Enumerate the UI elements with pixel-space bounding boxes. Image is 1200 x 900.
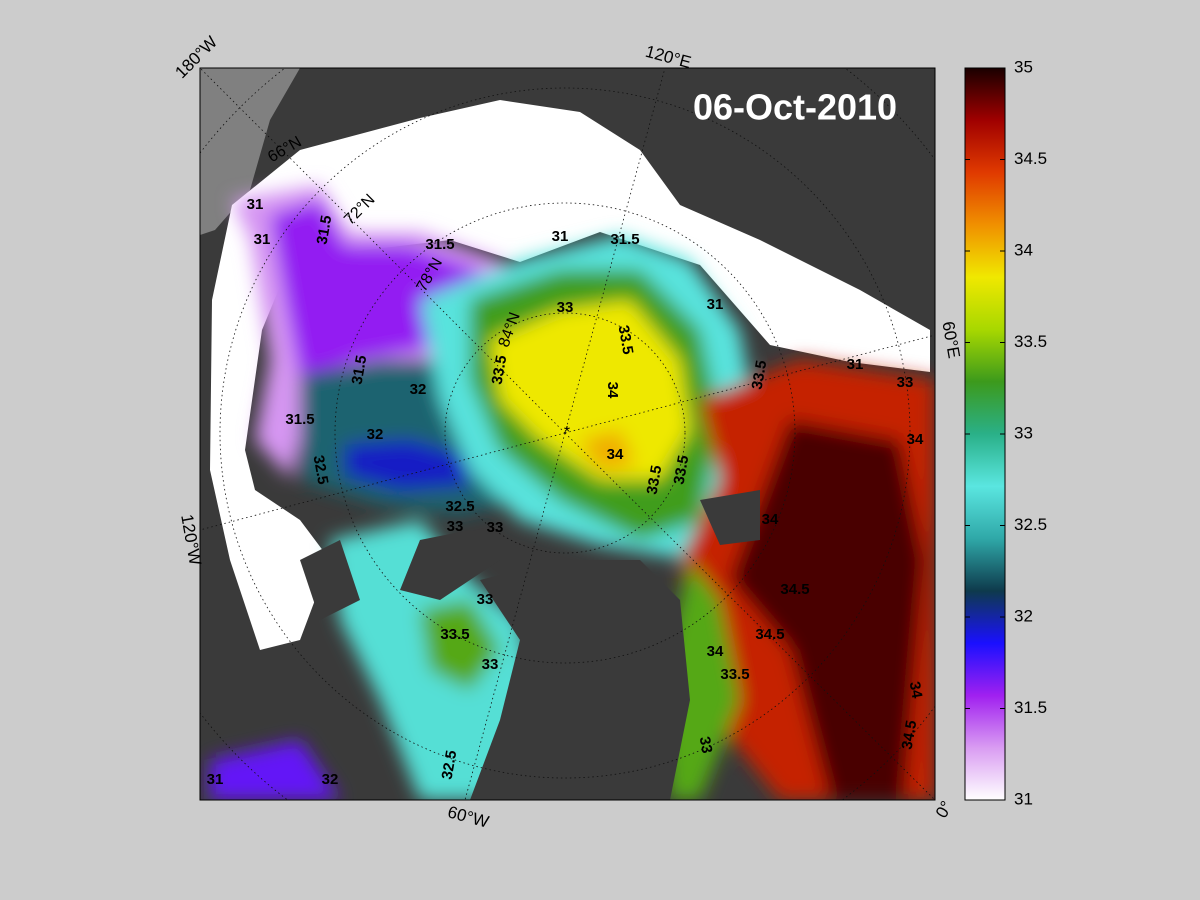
contour-label: 33.5 xyxy=(440,626,469,643)
colorbar-tick-label: 33.5 xyxy=(1014,332,1047,351)
contour-label: 32.5 xyxy=(439,749,461,781)
contour-label: 31 xyxy=(247,196,264,213)
salinity-region xyxy=(210,740,340,800)
contour-label: 31 xyxy=(207,771,224,788)
pole-marker: * xyxy=(564,424,570,441)
contour-label: 31 xyxy=(847,356,864,373)
contour-label: 33.5 xyxy=(749,359,771,391)
contour-label: 33.5 xyxy=(671,454,693,486)
colorbar-tick-label: 32.5 xyxy=(1014,515,1047,534)
map-frame xyxy=(199,67,936,801)
colorbar-tick-label: 34.5 xyxy=(1014,149,1047,168)
contour-label: 31.5 xyxy=(610,231,639,248)
contour-label: 33 xyxy=(487,519,504,536)
greenland xyxy=(470,560,690,800)
contour-label: 31.5 xyxy=(314,214,336,246)
contour-label: 33.5 xyxy=(489,354,511,386)
colorbar-tick-label: 35 xyxy=(1014,57,1033,76)
map: * 06-Oct-2010 31 31 31.5 31.5 31 31.5 33 33.5 34… xyxy=(200,68,935,800)
contour-label: 31.5 xyxy=(349,354,371,386)
contour-label: 33 xyxy=(897,374,914,391)
contour-label: 34 xyxy=(607,446,624,463)
contour-label: 33 xyxy=(696,735,716,754)
contour-label: 34 xyxy=(604,382,621,399)
colorbar-tick-label: 31 xyxy=(1014,789,1033,808)
contour-label: 34.5 xyxy=(899,719,921,751)
contour-label: 31 xyxy=(254,231,271,248)
date-label: 06-Oct-2010 xyxy=(693,87,897,128)
contour-label: 34 xyxy=(762,511,779,528)
contour-label: 34.5 xyxy=(755,626,784,643)
contour-label: 34 xyxy=(906,680,926,700)
salinity-region xyxy=(490,300,690,480)
contour-label: 32.5 xyxy=(310,454,332,486)
contour-label: 32 xyxy=(367,426,384,443)
colorbar xyxy=(964,67,1006,801)
contour-label: 32 xyxy=(410,381,427,398)
colorbar-tick-label: 34 xyxy=(1014,240,1033,259)
contour-label: 33.5 xyxy=(615,324,637,356)
contour-label: 34 xyxy=(907,431,924,448)
contour-label: 33 xyxy=(482,656,499,673)
contour-label: 33 xyxy=(447,518,464,535)
contour-label: 33 xyxy=(477,591,494,608)
contour-label: 31.5 xyxy=(425,236,454,253)
contour-label: 34.5 xyxy=(780,581,809,598)
contour-label: 32.5 xyxy=(445,498,474,515)
islands xyxy=(300,490,760,620)
land-shade xyxy=(200,68,300,235)
contour-label: 34 xyxy=(707,643,724,660)
contour-label: 33 xyxy=(557,299,574,316)
colorbar-tick-label: 31.5 xyxy=(1014,698,1047,717)
graticule xyxy=(200,68,935,800)
contour-label: 32 xyxy=(322,771,339,788)
salinity-region xyxy=(730,420,925,800)
colorbar-tick-label: 32 xyxy=(1014,606,1033,625)
contour-label: 33.5 xyxy=(720,666,749,683)
contour-label: 31 xyxy=(552,228,569,245)
contour-label: 33.5 xyxy=(644,464,666,496)
salinity-region xyxy=(580,430,635,470)
salinity-region xyxy=(345,440,470,490)
salinity-field xyxy=(210,185,935,800)
contour-label: 31.5 xyxy=(285,411,314,428)
colorbar-tick-label: 33 xyxy=(1014,423,1033,442)
contour-label: 31 xyxy=(707,296,724,313)
